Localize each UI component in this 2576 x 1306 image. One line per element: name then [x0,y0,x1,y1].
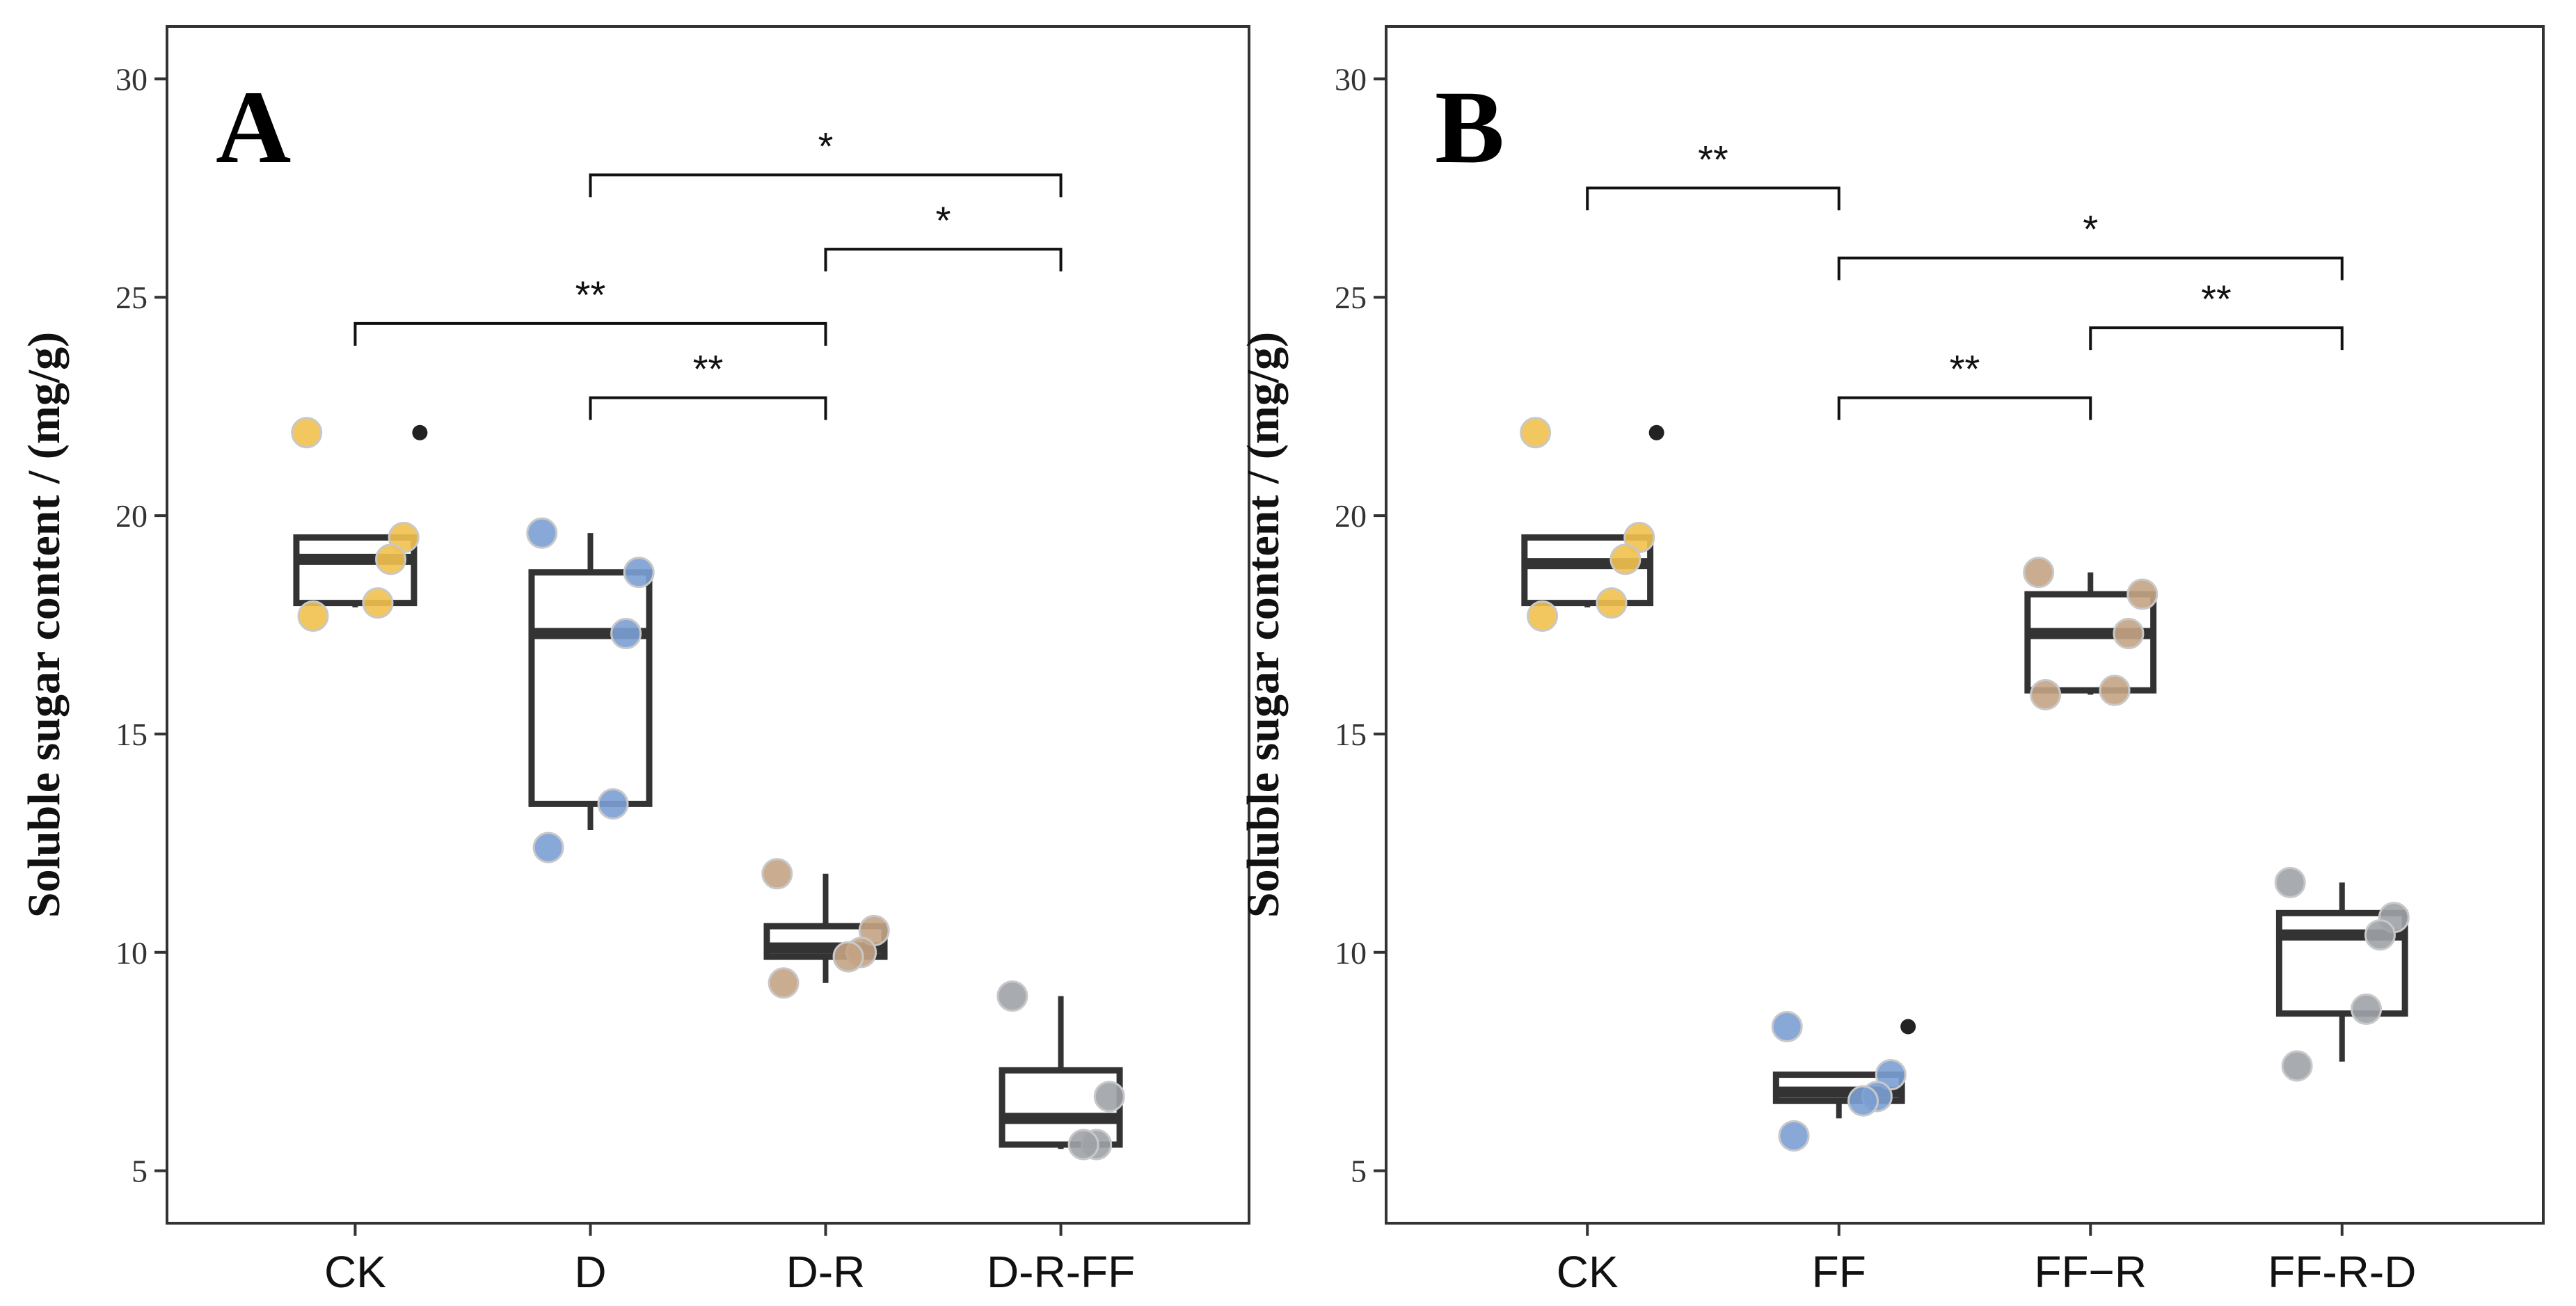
significance-bracket [824,248,1063,272]
data-point [1527,600,1559,632]
significance-bracket [589,173,1063,198]
data-point [1596,587,1628,619]
y-tick-label: 25 [116,280,148,315]
data-point [1093,1081,1125,1113]
y-tick-label: 30 [1335,61,1367,97]
data-point [761,858,793,890]
data-point [2099,674,2131,706]
data-point [291,417,323,449]
y-tick-label: 5 [1351,1154,1367,1189]
data-point [832,941,864,973]
significance-label: * [2083,207,2098,251]
x-tick-label: FF-R-D [2268,1247,2416,1297]
x-tick-label: CK [1557,1247,1619,1297]
outlier-point [1648,424,1664,440]
data-point [996,980,1028,1012]
data-point [297,600,329,632]
data-point [2364,919,2396,951]
data-point [2351,993,2383,1025]
plot-frame [1385,25,2545,1225]
data-point [362,587,394,619]
x-tick-label: D-R-FF [987,1247,1135,1297]
box [528,569,653,807]
y-axis-title: Soluble sugar content / (mg/g) [19,332,70,918]
outlier-point [1900,1019,1916,1035]
panel-letter: A [216,70,291,185]
data-point [2274,866,2306,898]
outlier-point [412,424,428,440]
panel-b: 5 10 15 20 25 30 Soluble sugar content / (mg/g… [1238,25,2545,1297]
x-tick-label: FF−R [2034,1247,2147,1297]
data-point [1067,1129,1099,1161]
data-point [623,557,655,589]
significance-label: ** [1698,137,1728,181]
y-tick-label: 15 [1335,717,1367,752]
y-tick-label: 20 [116,498,148,534]
significance-label: ** [2201,277,2232,321]
data-point [2126,578,2158,610]
data-point [1847,1085,1879,1117]
data-point [532,831,564,863]
y-tick-label: 5 [132,1154,148,1189]
significance-label: ** [575,273,606,317]
y-tick-label: 25 [1335,280,1367,315]
data-point [1520,417,1552,449]
y-tick-label: 10 [1335,935,1367,971]
data-point [2030,678,2062,710]
significance-bracket [1837,256,2344,280]
data-point [2281,1050,2313,1082]
panel-a: 5 10 15 20 25 30 Soluble sugar content / (mg/g… [19,25,1250,1297]
significance-bracket [2089,326,2344,351]
y-tick-label: 20 [1335,498,1367,534]
y-tick-label: 30 [116,61,148,97]
data-point [768,967,800,999]
significance-label: * [936,198,951,242]
y-tick-label: 10 [116,935,148,971]
data-point [526,517,558,549]
data-point [2023,557,2055,589]
significance-bracket [353,321,827,346]
x-tick-label: D-R [786,1247,866,1297]
data-point [597,788,629,820]
x-tick-label: D [574,1247,606,1297]
significance-bracket [1586,186,1840,211]
significance-bracket [589,396,827,420]
significance-bracket [1837,396,2092,420]
data-point [1771,1011,1803,1043]
panel-letter: B [1435,70,1504,185]
y-axis-title: Soluble sugar content / (mg/g) [1238,332,1289,918]
significance-label: ** [1950,347,1980,391]
data-point [1609,543,1641,575]
x-tick-label: CK [324,1247,386,1297]
data-point [610,618,642,650]
data-point [1778,1120,1810,1152]
data-point [375,543,407,575]
significance-label: * [818,124,834,168]
x-tick-label: FF [1812,1247,1866,1297]
plot-frame [166,25,1250,1225]
data-point [2113,618,2145,650]
y-tick-label: 15 [116,717,148,752]
significance-label: ** [693,347,724,391]
